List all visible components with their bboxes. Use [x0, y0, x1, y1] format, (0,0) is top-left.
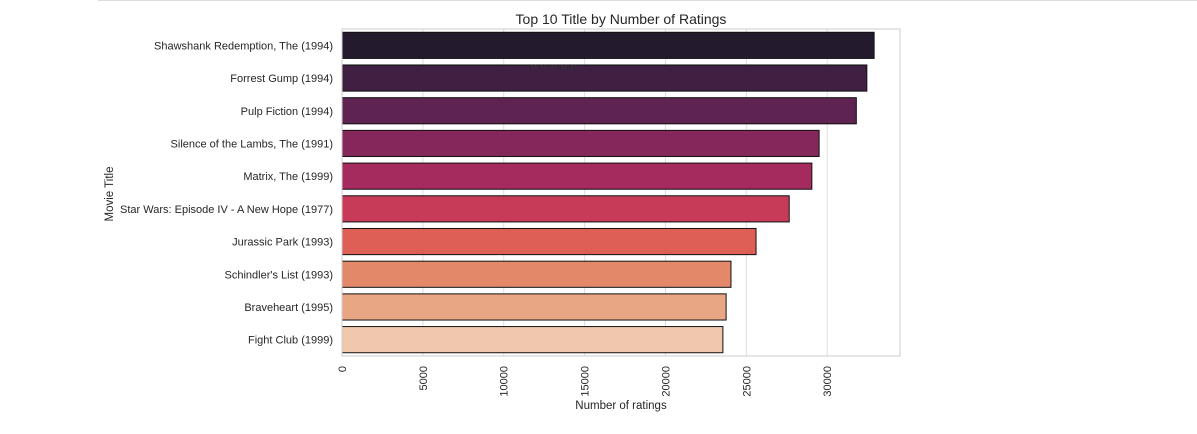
bar [341, 31, 875, 59]
category-label: Pulp Fiction (1994) [241, 106, 333, 118]
category-label: Star Wars: Episode IV - A New Hope (1977… [120, 204, 333, 216]
x-tick-labels: 0 5000 10000 15000 20000 25000 30000 [337, 366, 834, 397]
bars [341, 31, 875, 354]
category-label: Shawshank Redemption, The (1994) [154, 40, 333, 52]
category-label: Forrest Gump (1994) [230, 73, 333, 85]
bar [341, 195, 790, 223]
bar [341, 129, 820, 158]
bar [341, 162, 813, 190]
plot-frame [341, 28, 901, 357]
category-label: Matrix, The (1999) [243, 171, 333, 183]
bar [341, 326, 724, 354]
x-tick-label: 15000 [580, 366, 592, 397]
chart-title: Top 10 Title by Number of Ratings [516, 11, 727, 27]
x-tick-label: 0 [337, 366, 349, 372]
x-tick-label: 25000 [741, 366, 753, 397]
top-border-line [98, 0, 1197, 1]
y-axis-title: Movie Title [104, 167, 116, 222]
category-label: Jurassic Park (1993) [232, 237, 333, 249]
category-label: Schindler's List (1993) [225, 269, 334, 281]
category-label: Silence of the Lambs, The (1991) [171, 138, 333, 150]
category-label: Fight Club (1999) [248, 335, 333, 347]
x-axis-title: Number of ratings [575, 400, 667, 412]
category-labels: Shawshank Redemption, The (1994) Forrest … [120, 40, 333, 346]
bar [341, 227, 757, 256]
x-tick-label: 10000 [499, 366, 511, 397]
bar [341, 64, 868, 92]
bar [341, 293, 727, 321]
x-tick-label: 20000 [660, 366, 672, 397]
bar [341, 97, 857, 125]
x-tick-label: 5000 [418, 366, 430, 390]
overlay-annotation: ⊕ ⊖ ⊕ ⊕ ⊕ [530, 62, 578, 72]
bar [341, 260, 732, 288]
category-label: Braveheart (1995) [244, 302, 333, 314]
x-tick-label: 30000 [822, 366, 834, 397]
